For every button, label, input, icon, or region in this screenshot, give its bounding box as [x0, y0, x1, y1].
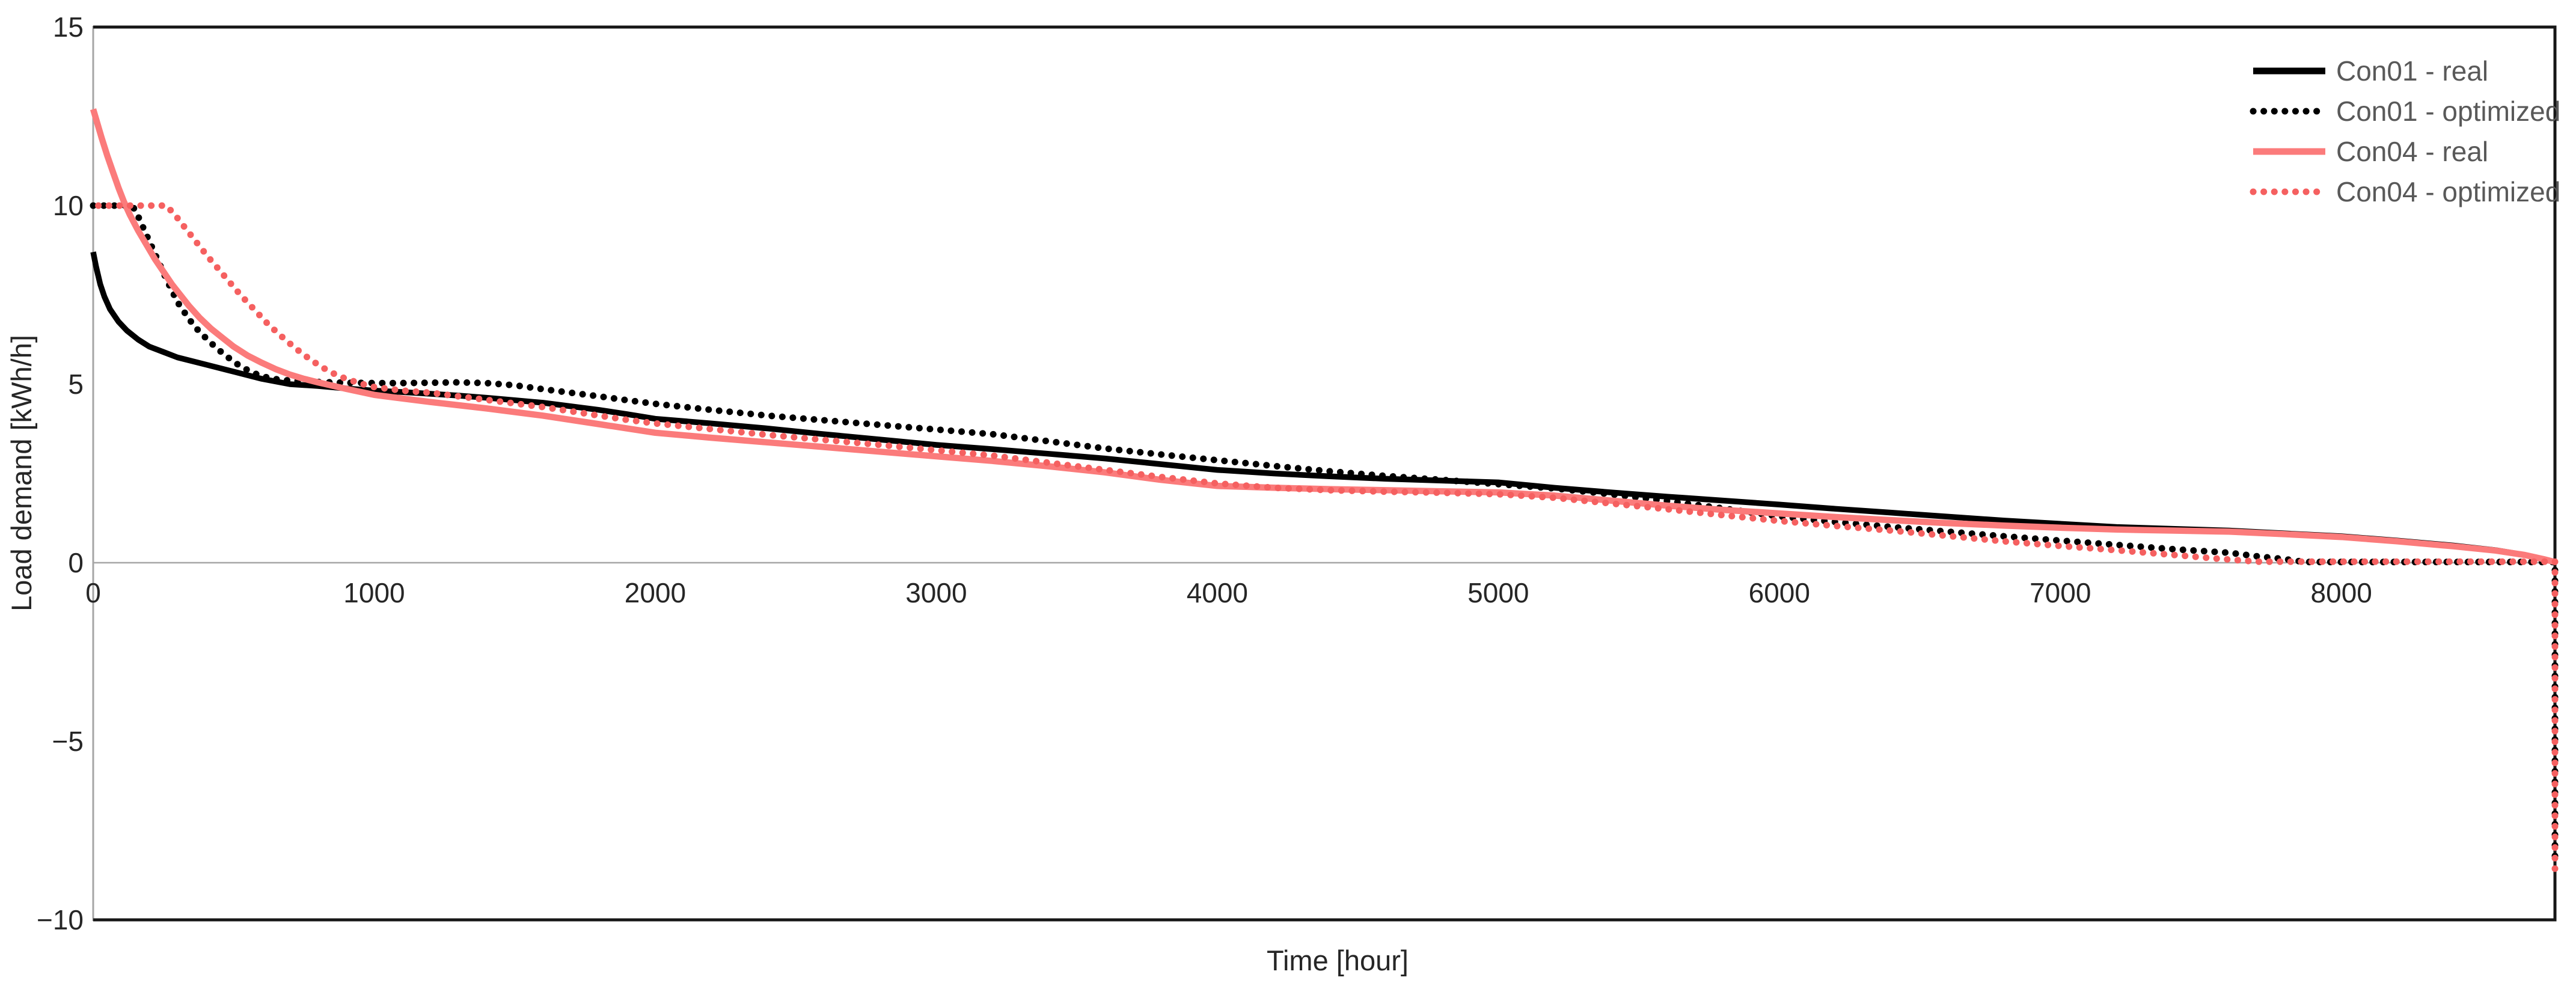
legend-label: Con01 - optimized	[2336, 96, 2560, 127]
legend: Con01 - real Con01 - optimized Con04 - rea…	[2250, 55, 2560, 207]
legend-label: Con04 - real	[2336, 136, 2488, 167]
legend-label: Con04 - optimized	[2336, 176, 2560, 207]
axis-label-layer: 15 10 5 0 −5 −10 0 1000 2000 3000 4000 5000 6000 7000…	[37, 11, 2372, 935]
legend-item: Con04 - real	[2253, 136, 2488, 167]
y-tick-label--5: −5	[52, 726, 84, 757]
y-axis-title: Load demand [kWh/h]	[5, 335, 37, 611]
x-tick-label-3000: 3000	[905, 577, 967, 608]
series-line-con01-real	[90, 251, 2556, 565]
x-tick-label-1000: 1000	[343, 577, 405, 608]
legend-label: Con01 - real	[2336, 55, 2488, 87]
series-layer	[90, 108, 2559, 881]
x-tick-label-5000: 5000	[1467, 577, 1529, 608]
plot-border	[93, 25, 2557, 922]
x-tick-label-8000: 8000	[2311, 577, 2372, 608]
x-axis-title: Time [hour]	[1267, 944, 1409, 976]
x-tick-label-0: 0	[85, 577, 101, 608]
y-tick-label-10: 10	[53, 190, 84, 221]
grid-layer	[92, 25, 2557, 922]
legend-item: Con01 - real	[2253, 55, 2488, 87]
x-tick-label-4000: 4000	[1187, 577, 1248, 608]
y-tick-label-5: 5	[68, 369, 84, 400]
series-line-con04-real	[90, 108, 2556, 565]
y-tick-label-0: 0	[68, 547, 84, 578]
series-line-con01-optimized	[90, 202, 2559, 870]
x-tick-label-7000: 7000	[2030, 577, 2091, 608]
x-tick-label-6000: 6000	[1749, 577, 1810, 608]
legend-item: Con04 - optimized	[2250, 176, 2560, 207]
legend-item: Con01 - optimized	[2250, 96, 2560, 127]
y-tick-label-15: 15	[53, 11, 84, 43]
x-tick-label-2000: 2000	[625, 577, 686, 608]
y-tick-label--10: −10	[37, 904, 84, 935]
series-line-con04-optimized	[90, 202, 2559, 881]
